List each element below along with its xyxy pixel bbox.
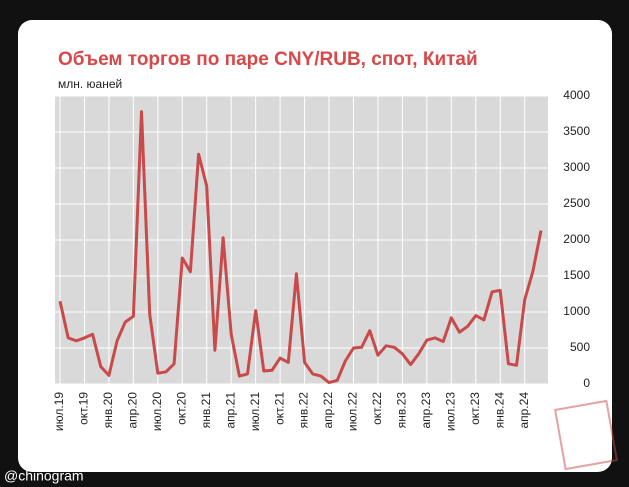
x-tick-label: окт.20 bbox=[174, 392, 188, 425]
line bbox=[58, 110, 543, 385]
y-axis-label: млн. юаней bbox=[58, 77, 122, 91]
x-tick-label: июл.19 bbox=[52, 392, 66, 431]
x-tick-label: янв.21 bbox=[199, 392, 213, 429]
credit: @chinogram bbox=[4, 468, 84, 484]
y-tick-label: 1500 bbox=[563, 268, 590, 282]
x-tick-label: янв.20 bbox=[101, 392, 115, 429]
x-tick-label: апр.22 bbox=[321, 392, 335, 429]
x-tick-label: окт.21 bbox=[272, 392, 286, 425]
x-tick-label: окт.23 bbox=[468, 392, 482, 425]
x-tick-label: апр.20 bbox=[126, 392, 140, 429]
y-tick-label: 1000 bbox=[563, 304, 590, 318]
x-tick-label: янв.24 bbox=[492, 392, 506, 429]
y-tick-label: 2500 bbox=[563, 196, 590, 210]
stamp bbox=[554, 399, 618, 471]
x-tick-label: апр.23 bbox=[419, 392, 433, 429]
y-tick-label: 0 bbox=[583, 376, 590, 390]
x-tick-label: окт.22 bbox=[370, 392, 384, 425]
y-tick-label: 2000 bbox=[563, 232, 590, 246]
y-tick-label: 3000 bbox=[563, 160, 590, 174]
x-tick-label: июл.20 bbox=[150, 392, 164, 431]
x-tick-label: июл.21 bbox=[248, 392, 262, 431]
y-tick-label: 4000 bbox=[563, 88, 590, 102]
x-tick-label: янв.22 bbox=[297, 392, 311, 429]
x-tick-label: окт.19 bbox=[77, 392, 91, 425]
chart-title: Объем торгов по паре CNY/RUB, спот, Кита… bbox=[58, 49, 478, 70]
x-tick-label: апр.21 bbox=[223, 392, 237, 429]
x-tick-label: апр.24 bbox=[517, 392, 531, 429]
x-tick-label: янв.23 bbox=[395, 392, 409, 429]
y-tick-label: 500 bbox=[570, 340, 590, 354]
x-tick-label: июл.22 bbox=[346, 392, 360, 431]
x-tick-label: июл.23 bbox=[443, 392, 457, 431]
y-tick-label: 3500 bbox=[563, 124, 590, 138]
